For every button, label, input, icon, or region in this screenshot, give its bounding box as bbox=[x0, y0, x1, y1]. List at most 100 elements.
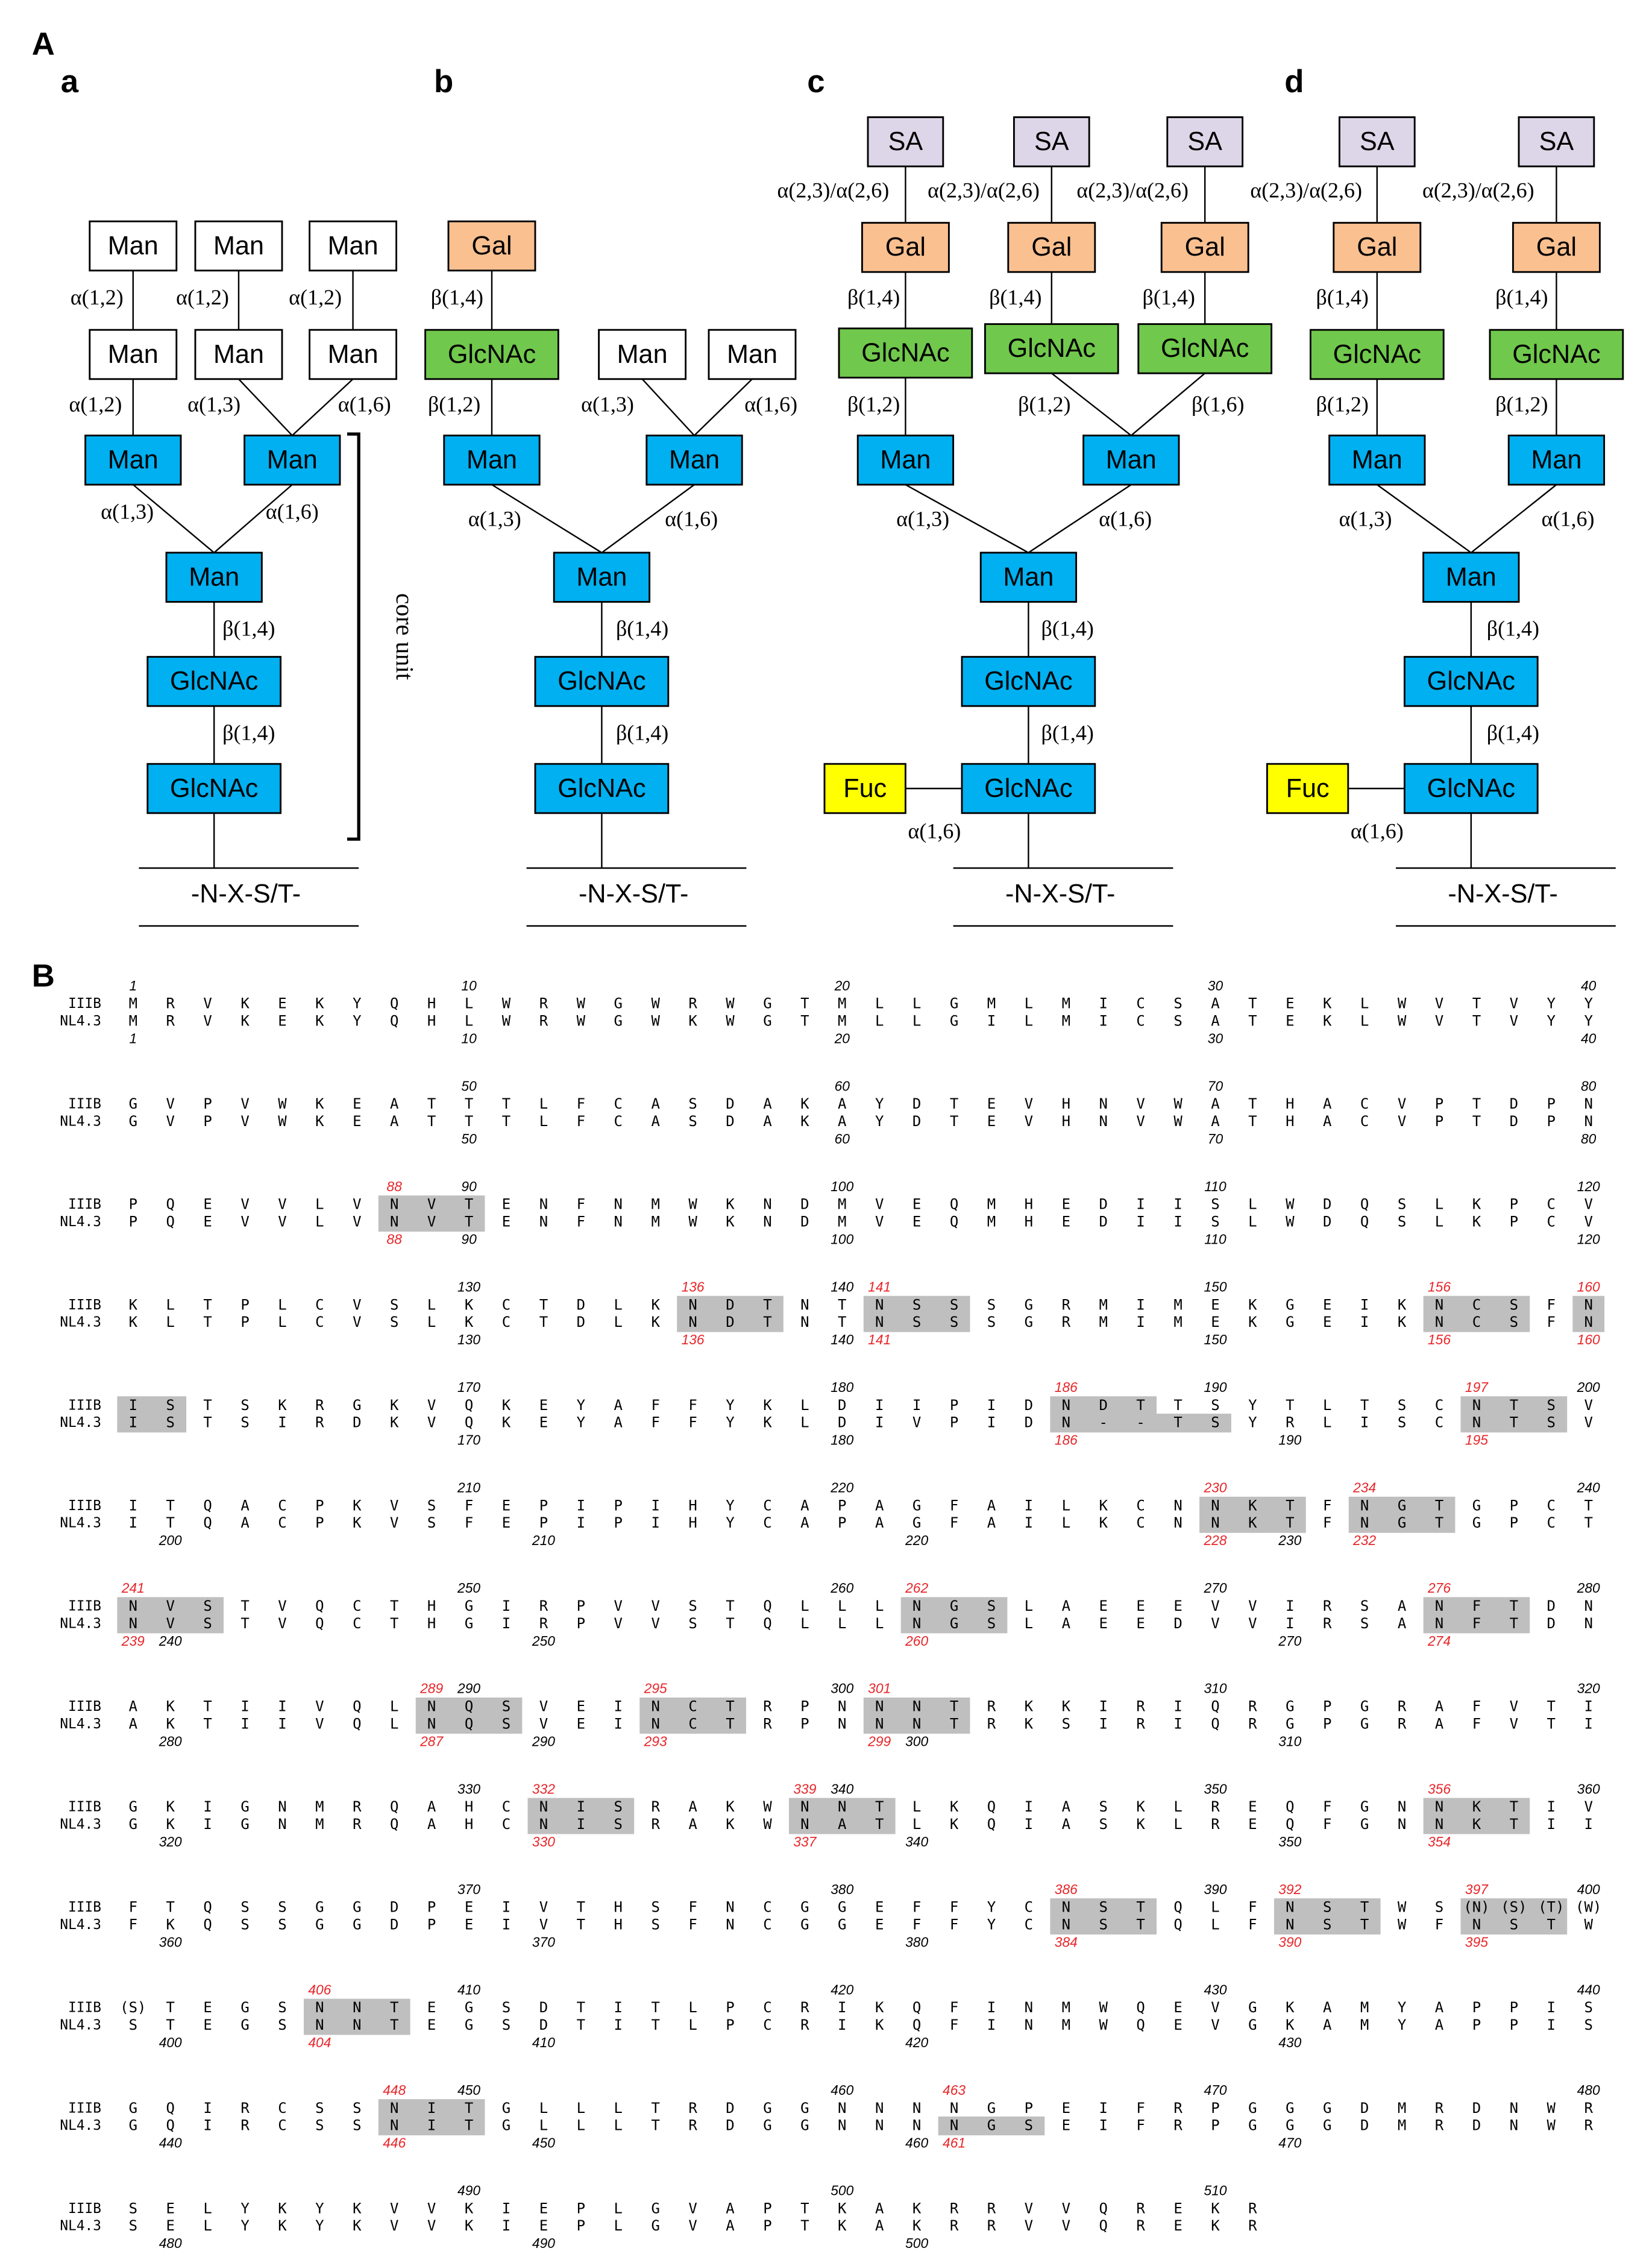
residue: I bbox=[614, 1999, 623, 2016]
monosaccharide-box bbox=[553, 552, 651, 603]
residue: K bbox=[838, 2217, 847, 2234]
residue: S bbox=[240, 1397, 249, 1414]
residue: K bbox=[1248, 1514, 1257, 1531]
residue: T bbox=[651, 1999, 659, 2016]
position-number: 400 bbox=[159, 2035, 182, 2050]
residue: W bbox=[1286, 1213, 1295, 1230]
residue: W bbox=[726, 1012, 735, 1029]
position-number: 350 bbox=[1204, 1781, 1226, 1796]
linkage-label: α(1,6) bbox=[1542, 506, 1595, 530]
residue: S bbox=[1398, 1213, 1406, 1230]
residue: C bbox=[1435, 1414, 1443, 1431]
residue: I bbox=[651, 1514, 659, 1531]
monosaccharide-box bbox=[1160, 222, 1249, 273]
residue: N bbox=[763, 1213, 771, 1230]
position-number: 310 bbox=[1278, 1733, 1301, 1749]
residue: K bbox=[838, 2200, 847, 2217]
residue: L bbox=[800, 1598, 809, 1614]
residue: G bbox=[614, 995, 623, 1012]
monosaccharide-label: Man bbox=[1531, 445, 1581, 474]
residue: R bbox=[987, 1715, 996, 1732]
residue: N bbox=[875, 1296, 884, 1313]
residue: G bbox=[800, 1916, 809, 1933]
position-number: 220 bbox=[905, 1532, 928, 1548]
residue: N bbox=[1360, 1497, 1369, 1514]
linkage-line bbox=[238, 378, 293, 436]
residue: K bbox=[166, 1916, 175, 1933]
residue: W bbox=[1173, 1095, 1182, 1112]
position-number: 150 bbox=[1204, 1279, 1226, 1294]
residue: C bbox=[278, 1514, 286, 1531]
linkage-label: β(1,4) bbox=[431, 285, 483, 309]
residue: T bbox=[1510, 1615, 1518, 1632]
residue: S bbox=[1173, 1012, 1182, 1029]
residue: P bbox=[1211, 2100, 1219, 2117]
linkage-line bbox=[905, 483, 1029, 553]
residue: K bbox=[315, 995, 324, 1012]
residue: V bbox=[1025, 2217, 1033, 2234]
residue: N bbox=[688, 1296, 697, 1313]
residue: P bbox=[539, 1514, 548, 1531]
residue: T bbox=[1136, 1397, 1145, 1414]
residue: P bbox=[838, 1514, 846, 1531]
residue: L bbox=[1248, 1213, 1257, 1230]
residue: A bbox=[427, 1816, 436, 1833]
residue: G bbox=[1472, 1497, 1481, 1514]
position-number: 250 bbox=[457, 1580, 480, 1596]
residue: Q bbox=[1360, 1196, 1369, 1213]
residue: A bbox=[614, 1414, 623, 1431]
monosaccharide-label: Man bbox=[328, 340, 378, 369]
monosaccharide-box bbox=[1512, 222, 1601, 273]
glycosylation-site-number: 195 bbox=[1465, 1432, 1488, 1448]
residue: H bbox=[1025, 1213, 1033, 1230]
residue: S bbox=[278, 2016, 286, 2033]
residue: H bbox=[427, 995, 436, 1012]
monosaccharide-box bbox=[146, 656, 282, 707]
position-number: 90 bbox=[461, 1179, 477, 1194]
residue: V bbox=[1025, 2200, 1033, 2217]
residue: N bbox=[278, 1816, 286, 1833]
position-number: 110 bbox=[1204, 1179, 1226, 1194]
residue: T bbox=[465, 1095, 473, 1112]
residue: Q bbox=[912, 2016, 921, 2033]
residue: M bbox=[987, 995, 996, 1012]
residue: I bbox=[987, 1012, 996, 1029]
residue: T bbox=[1547, 1916, 1556, 1933]
residue: I bbox=[651, 1497, 659, 1514]
residue: N bbox=[1435, 1314, 1443, 1330]
monosaccharide-label: GlcNAc bbox=[861, 338, 949, 367]
residue: K bbox=[726, 1196, 735, 1213]
panel-label: A bbox=[32, 27, 55, 62]
glycosylation-site-highlight bbox=[1423, 1597, 1530, 1634]
residue: Q bbox=[166, 1213, 174, 1230]
residue: G bbox=[1025, 1314, 1033, 1330]
residue: I bbox=[1286, 1615, 1294, 1632]
monosaccharide-label: Man bbox=[213, 340, 264, 369]
residue: C bbox=[1360, 1095, 1369, 1112]
monosaccharide-box bbox=[443, 434, 541, 486]
residue: E bbox=[353, 1095, 361, 1112]
residue: E bbox=[1173, 1999, 1182, 2016]
residue: F bbox=[1323, 1514, 1331, 1531]
residue: V bbox=[315, 1698, 324, 1715]
position-number: 440 bbox=[159, 2135, 182, 2151]
residue: A bbox=[763, 1095, 772, 1112]
monosaccharide-label: Man bbox=[617, 340, 668, 369]
residue: V bbox=[1211, 1999, 1219, 2016]
residue: R bbox=[950, 2200, 959, 2217]
monosaccharide-box bbox=[838, 327, 973, 379]
residue: N bbox=[1435, 1798, 1443, 1815]
residue: N bbox=[1062, 1899, 1070, 1916]
residue: S bbox=[203, 1598, 212, 1614]
residue: I bbox=[129, 1414, 137, 1431]
residue: K bbox=[465, 2200, 474, 2217]
glycosylation-site-number: 136 bbox=[682, 1332, 705, 1347]
residue: S bbox=[1510, 1916, 1518, 1933]
residue: V bbox=[166, 1615, 174, 1632]
residue: Q bbox=[950, 1213, 958, 1230]
residue: V bbox=[166, 1113, 174, 1130]
residue: K bbox=[390, 1414, 399, 1431]
residue: T bbox=[800, 2200, 809, 2217]
residue: (T) bbox=[1538, 1899, 1564, 1916]
